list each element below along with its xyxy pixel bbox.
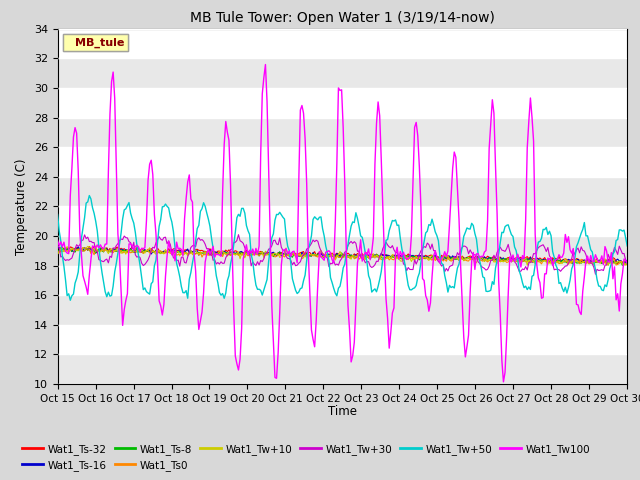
- Bar: [58, 59, 627, 88]
- X-axis label: Time: Time: [328, 405, 357, 418]
- Bar: [58, 295, 627, 325]
- Bar: [58, 118, 627, 147]
- Bar: [58, 177, 627, 206]
- Title: MB Tule Tower: Open Water 1 (3/19/14-now): MB Tule Tower: Open Water 1 (3/19/14-now…: [190, 11, 495, 25]
- Legend: MB_tule: MB_tule: [63, 35, 128, 51]
- Legend: Wat1_Ts-32, Wat1_Ts-16, Wat1_Ts-8, Wat1_Ts0, Wat1_Tw+10, Wat1_Tw+30, Wat1_Tw+50,: Wat1_Ts-32, Wat1_Ts-16, Wat1_Ts-8, Wat1_…: [18, 439, 595, 475]
- Bar: [58, 236, 627, 265]
- Y-axis label: Temperature (C): Temperature (C): [15, 158, 28, 255]
- Bar: [58, 354, 627, 384]
